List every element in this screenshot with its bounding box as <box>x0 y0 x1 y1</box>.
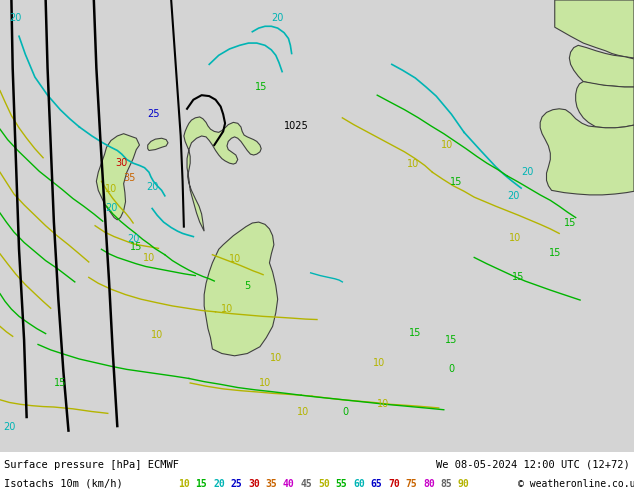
Text: We 08-05-2024 12:00 UTC (12+72): We 08-05-2024 12:00 UTC (12+72) <box>436 460 630 470</box>
Text: 0: 0 <box>448 365 455 374</box>
Text: 50: 50 <box>318 479 330 489</box>
Text: 10: 10 <box>228 254 241 264</box>
Text: 10: 10 <box>377 399 390 409</box>
Text: 30: 30 <box>115 158 128 168</box>
Text: 10: 10 <box>441 140 453 150</box>
Text: 15: 15 <box>54 378 67 388</box>
Text: 65: 65 <box>370 479 382 489</box>
Text: 5: 5 <box>244 281 250 292</box>
Text: 20: 20 <box>521 167 534 177</box>
Text: 35: 35 <box>124 172 136 183</box>
Polygon shape <box>148 138 168 150</box>
Text: 20: 20 <box>3 422 16 432</box>
Text: 30: 30 <box>248 479 260 489</box>
Polygon shape <box>204 222 278 356</box>
Text: 15: 15 <box>255 82 268 92</box>
Text: Isotachs 10m (km/h): Isotachs 10m (km/h) <box>4 479 123 489</box>
Polygon shape <box>184 117 261 231</box>
Text: 15: 15 <box>409 328 422 338</box>
Polygon shape <box>540 109 634 195</box>
Text: 10: 10 <box>143 253 155 263</box>
Text: 10: 10 <box>259 378 271 388</box>
Text: 40: 40 <box>283 479 295 489</box>
Polygon shape <box>569 46 634 87</box>
Text: 90: 90 <box>458 479 470 489</box>
Text: 15: 15 <box>548 248 561 258</box>
Text: 20: 20 <box>507 191 520 201</box>
Polygon shape <box>555 0 634 58</box>
Text: 10: 10 <box>178 479 190 489</box>
Text: 20: 20 <box>146 182 158 192</box>
Text: 15: 15 <box>512 272 525 282</box>
Text: 10: 10 <box>508 233 521 243</box>
Text: 15: 15 <box>450 177 463 187</box>
Text: 45: 45 <box>301 479 313 489</box>
Text: 15: 15 <box>445 335 458 345</box>
Text: 25: 25 <box>231 479 242 489</box>
Text: 10: 10 <box>105 184 117 195</box>
Text: 10: 10 <box>373 358 385 368</box>
Text: 20: 20 <box>271 13 284 23</box>
Text: 15: 15 <box>195 479 207 489</box>
Text: 80: 80 <box>423 479 435 489</box>
Text: 10: 10 <box>151 330 164 341</box>
Text: 70: 70 <box>388 479 400 489</box>
Text: 25: 25 <box>147 109 160 119</box>
Text: 20: 20 <box>127 234 139 245</box>
Text: 55: 55 <box>335 479 347 489</box>
Text: 60: 60 <box>353 479 365 489</box>
Text: 10: 10 <box>407 159 420 169</box>
Text: 1025: 1025 <box>284 121 309 131</box>
Text: 10: 10 <box>269 353 282 363</box>
Text: 20: 20 <box>105 203 117 214</box>
Text: 20: 20 <box>213 479 224 489</box>
Text: Surface pressure [hPa] ECMWF: Surface pressure [hPa] ECMWF <box>4 460 179 470</box>
Text: 75: 75 <box>406 479 417 489</box>
Text: 15: 15 <box>564 218 577 228</box>
Text: 10: 10 <box>221 304 233 314</box>
Text: 10: 10 <box>297 407 309 416</box>
Text: 0: 0 <box>342 408 349 417</box>
Text: 35: 35 <box>266 479 277 489</box>
Text: 20: 20 <box>10 13 22 23</box>
Text: 15: 15 <box>130 242 143 252</box>
Text: © weatheronline.co.uk: © weatheronline.co.uk <box>518 479 634 489</box>
Polygon shape <box>576 82 634 128</box>
Text: 85: 85 <box>441 479 452 489</box>
Polygon shape <box>96 134 139 220</box>
